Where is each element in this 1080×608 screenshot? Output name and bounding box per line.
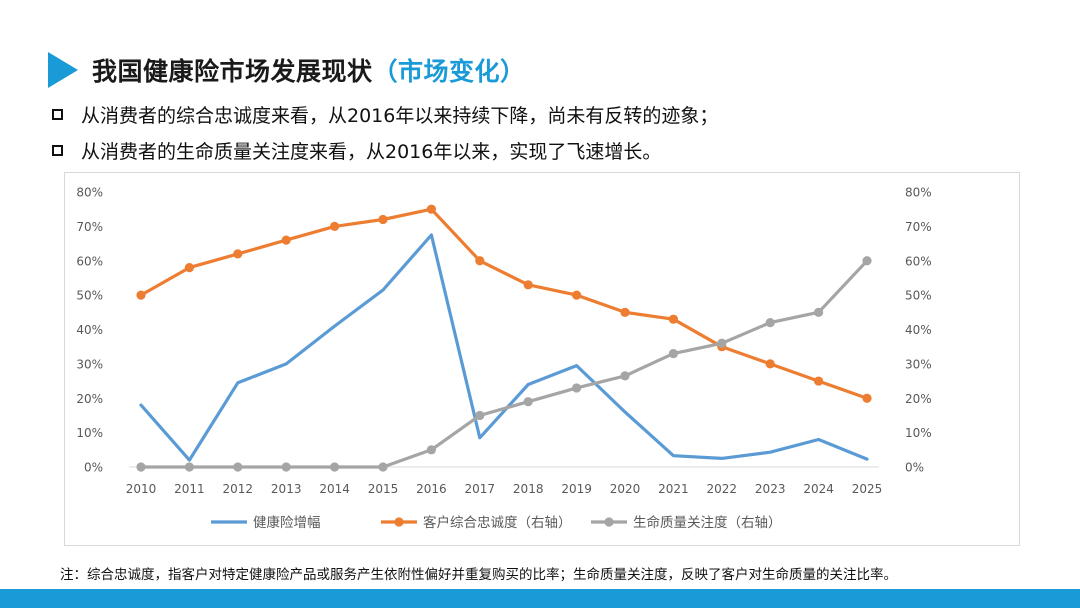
data-point-series-2 <box>862 393 872 403</box>
data-point-series-3 <box>668 348 679 359</box>
bottom-accent-bar <box>0 589 1080 608</box>
data-point-series-3 <box>281 462 291 472</box>
chart-frame: 0% 10% 20% 30% 40% 50% 60% 70% 80% 0% 10% 20% 30% 40%… <box>64 172 1020 546</box>
data-point-series-3 <box>184 462 194 472</box>
x-tick-label: 2013 <box>271 482 302 496</box>
footnote: 注：综合忠诚度，指客户对特定健康险产品或服务产生依附性偏好并重复购买的比率；生命… <box>60 567 897 583</box>
x-tick-label: 2010 <box>126 482 157 496</box>
x-tick-label: 2012 <box>223 482 254 496</box>
x-tick-label: 2025 <box>852 482 883 496</box>
y-tick-label-right: 60% <box>905 254 932 268</box>
square-bullet-icon <box>52 145 63 156</box>
data-point-series-3 <box>523 397 533 407</box>
x-tick-label: 2024 <box>803 482 834 496</box>
y-tick-label-left: 40% <box>76 323 103 337</box>
x-tick-label: 2014 <box>319 482 350 496</box>
y-tick-label-right: 80% <box>905 186 932 200</box>
series-line-2 <box>139 207 869 400</box>
y-tick-label-left: 50% <box>76 289 103 303</box>
x-tick-label: 2019 <box>561 482 592 496</box>
series-line-1 <box>139 233 869 462</box>
y-tick-label-right: 10% <box>905 426 932 440</box>
y-tick-label-left: 20% <box>76 392 103 406</box>
title-row: 我国健康险市场发展现状 （市场变化） <box>48 50 526 90</box>
y-tick-label-right: 40% <box>905 323 932 337</box>
y-tick-label-right: 30% <box>905 357 932 371</box>
data-point-series-3 <box>475 410 485 421</box>
x-tick-label: 2021 <box>658 482 689 496</box>
legend-label-3: 生命质量关注度（右轴） <box>633 514 782 531</box>
bullet-2: 从消费者的生命质量关注度来看，从2016年以来，实现了飞速增长。 <box>52 137 661 164</box>
data-point-series-3 <box>814 307 824 317</box>
y-tick-label-left: 70% <box>76 220 103 234</box>
data-point-series-3 <box>233 462 243 472</box>
x-tick-label: 2018 <box>513 482 544 496</box>
y-tick-label-right: 50% <box>905 289 932 303</box>
data-point-series-3 <box>378 462 388 472</box>
x-tick-label: 2011 <box>174 482 205 496</box>
y-tick-label-right: 20% <box>905 392 932 406</box>
y-tick-label-left: 0% <box>84 461 103 475</box>
y-tick-label-left: 10% <box>76 426 103 440</box>
data-point-series-2 <box>475 256 485 266</box>
data-point-series-3 <box>426 445 436 455</box>
data-point-series-2 <box>378 214 388 225</box>
y-tick-label-right: 70% <box>905 220 932 234</box>
x-tick-label: 2015 <box>368 482 399 496</box>
data-point-series-2 <box>233 249 243 259</box>
legend-label-2: 客户综合忠诚度（右轴） <box>423 514 572 531</box>
data-point-series-2 <box>523 280 533 290</box>
data-point-series-3 <box>765 318 775 328</box>
data-point-series-3 <box>572 383 582 393</box>
data-point-series-2 <box>136 290 146 300</box>
data-point-series-2 <box>426 204 436 214</box>
series-line-3 <box>139 259 869 469</box>
bullet-text: 从消费者的综合忠诚度来看，从2016年以来持续下降，尚未有反转的迹象； <box>81 105 719 127</box>
y-tick-label-left: 60% <box>76 254 103 268</box>
legend-marker-3 <box>604 517 614 527</box>
y-tick-label-right: 0% <box>905 461 924 475</box>
x-tick-label: 2017 <box>465 482 496 496</box>
play-arrow-icon <box>48 52 78 88</box>
data-point-series-2 <box>620 307 630 317</box>
data-point-series-2 <box>668 314 679 324</box>
data-point-series-2 <box>814 376 824 386</box>
y-tick-label-left: 30% <box>76 357 103 371</box>
data-point-series-3 <box>330 462 340 472</box>
data-point-series-3 <box>136 462 146 472</box>
legend-label-1: 健康险增幅 <box>253 514 321 531</box>
y-tick-label-left: 80% <box>76 186 103 200</box>
page-title: 我国健康险市场发展现状 <box>92 57 373 86</box>
data-point-series-2 <box>184 263 194 273</box>
data-point-series-3 <box>620 371 630 381</box>
bullet-1: 从消费者的综合忠诚度来看，从2016年以来持续下降，尚未有反转的迹象； <box>52 101 718 128</box>
data-point-series-3 <box>717 338 727 348</box>
data-point-series-2 <box>281 235 291 245</box>
legend-marker-2 <box>394 517 404 527</box>
data-point-series-2 <box>765 359 775 369</box>
x-tick-label: 2016 <box>416 482 447 496</box>
line-chart: 0% 10% 20% 30% 40% 50% 60% 70% 80% 0% 10% 20% 30% 40%… <box>76 186 932 532</box>
data-point-series-2 <box>572 290 582 300</box>
page-subtitle: （市场变化） <box>372 57 526 86</box>
bullet-text: 从消费者的生命质量关注度来看，从2016年以来，实现了飞速增长。 <box>81 141 662 163</box>
data-point-series-3 <box>862 256 872 266</box>
data-point-series-2 <box>330 221 340 231</box>
x-tick-label: 2023 <box>755 482 786 496</box>
x-tick-label: 2022 <box>707 482 738 496</box>
square-bullet-icon <box>52 109 63 120</box>
x-tick-label: 2020 <box>610 482 641 496</box>
